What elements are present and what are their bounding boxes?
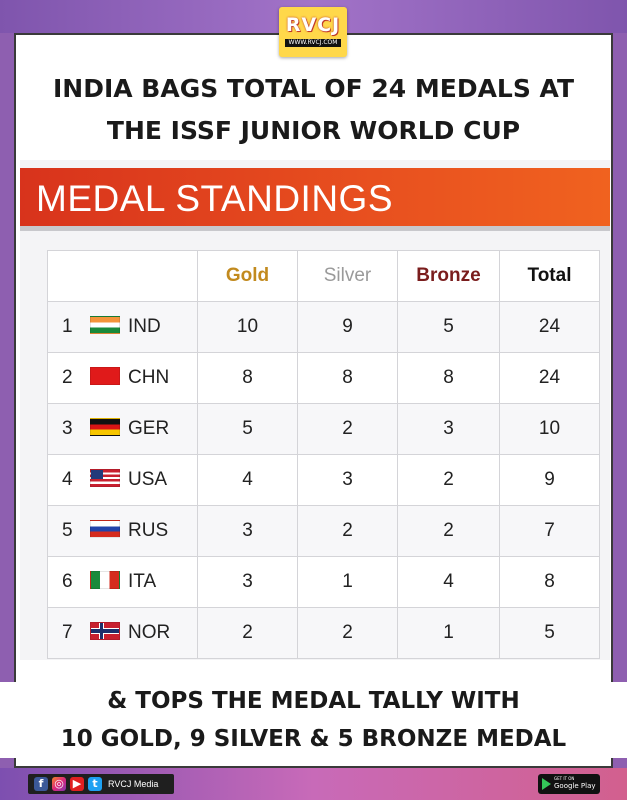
- logo-website: WWW.RVCJ.COM: [285, 39, 341, 47]
- india-flag-icon: [90, 316, 120, 334]
- country-cell: 2 CHN: [47, 352, 198, 404]
- rvcj-logo[interactable]: RVCJ WWW.RVCJ.COM: [279, 7, 347, 57]
- header-total: Total: [499, 250, 600, 302]
- bottom-bar: f ◎ ▶ t RVCJ Media GET IT ON Google Play: [0, 768, 627, 800]
- medal-standings-banner: MEDAL STANDINGS: [20, 168, 610, 226]
- total-count: 24: [499, 301, 600, 353]
- country-code: IND: [128, 315, 161, 337]
- country-code: USA: [128, 468, 168, 490]
- silver-count: 2: [297, 607, 398, 659]
- silver-count: 9: [297, 301, 398, 353]
- country-cell: 5 RUS: [47, 505, 198, 557]
- total-count: 5: [499, 607, 600, 659]
- country-cell: 4 USA: [47, 454, 198, 506]
- table-row: 7 NOR 2 2 1 5: [47, 607, 600, 659]
- country-cell: 3 GER: [47, 403, 198, 455]
- bronze-count: 2: [397, 505, 500, 557]
- footer-line-1: & TOPS THE MEDAL TALLY WITH: [107, 688, 520, 714]
- header-country: [47, 250, 198, 302]
- twitter-icon[interactable]: t: [88, 777, 102, 791]
- country-code: NOR: [128, 621, 171, 643]
- medal-table: Gold Silver Bronze Total 1 IND 10 9 5 24 …: [47, 250, 600, 659]
- header-silver: Silver: [297, 250, 398, 302]
- bronze-count: 3: [397, 403, 500, 455]
- table-row: 1 IND 10 9 5 24: [47, 301, 600, 353]
- rank: 2: [62, 367, 73, 388]
- banner-title: MEDAL STANDINGS: [36, 178, 393, 219]
- header-gold: Gold: [197, 250, 298, 302]
- headline: INDIA BAGS TOTAL OF 24 MEDALS AT THE ISS…: [0, 68, 627, 152]
- germany-flag-icon: [90, 418, 120, 436]
- country-code: RUS: [128, 519, 169, 541]
- silver-count: 2: [297, 505, 398, 557]
- silver-count: 3: [297, 454, 398, 506]
- china-flag-icon: [90, 367, 120, 385]
- country-code: ITA: [128, 570, 157, 592]
- youtube-icon[interactable]: ▶: [70, 777, 84, 791]
- gold-count: 2: [197, 607, 298, 659]
- silver-count: 8: [297, 352, 398, 404]
- gold-count: 8: [197, 352, 298, 404]
- headline-line-1: INDIA BAGS TOTAL OF 24 MEDALS AT: [52, 74, 575, 103]
- headline-line-2: THE ISSF JUNIOR WORLD CUP: [106, 116, 521, 145]
- total-count: 7: [499, 505, 600, 557]
- silver-count: 2: [297, 403, 398, 455]
- bronze-count: 8: [397, 352, 500, 404]
- store-label: Google Play: [554, 782, 596, 790]
- russia-flag-icon: [90, 520, 120, 538]
- total-count: 8: [499, 556, 600, 608]
- country-cell: 6 ITA: [47, 556, 198, 608]
- header-bronze: Bronze: [397, 250, 500, 302]
- table-row: 3 GER 5 2 3 10: [47, 403, 600, 455]
- usa-flag-icon: [90, 469, 120, 487]
- facebook-icon[interactable]: f: [34, 777, 48, 791]
- footer-caption: & TOPS THE MEDAL TALLY WITH 10 GOLD, 9 S…: [0, 682, 627, 758]
- bronze-count: 5: [397, 301, 500, 353]
- rank: 3: [62, 418, 73, 439]
- silver-count: 1: [297, 556, 398, 608]
- total-count: 10: [499, 403, 600, 455]
- total-count: 24: [499, 352, 600, 404]
- gold-count: 4: [197, 454, 298, 506]
- table-row: 6 ITA 3 1 4 8: [47, 556, 600, 608]
- gold-count: 3: [197, 505, 298, 557]
- rank: 6: [62, 571, 73, 592]
- google-play-badge[interactable]: GET IT ON Google Play: [538, 774, 600, 794]
- table-header-row: Gold Silver Bronze Total: [47, 250, 600, 302]
- bronze-count: 4: [397, 556, 500, 608]
- total-count: 9: [499, 454, 600, 506]
- country-code: CHN: [128, 366, 170, 388]
- rank: 1: [62, 316, 73, 337]
- gold-count: 3: [197, 556, 298, 608]
- google-play-icon: [542, 778, 551, 790]
- social-handle: RVCJ Media: [108, 779, 159, 789]
- social-links[interactable]: f ◎ ▶ t RVCJ Media: [28, 774, 174, 794]
- instagram-icon[interactable]: ◎: [52, 777, 66, 791]
- country-cell: 1 IND: [47, 301, 198, 353]
- logo-text: RVCJ: [285, 14, 341, 36]
- norway-flag-icon: [90, 622, 120, 640]
- italy-flag-icon: [90, 571, 120, 589]
- footer-line-2: 10 GOLD, 9 SILVER & 5 BRONZE MEDAL: [60, 726, 567, 752]
- rank: 5: [62, 520, 73, 541]
- gold-count: 10: [197, 301, 298, 353]
- store-top-text: GET IT ON: [554, 776, 575, 781]
- gold-count: 5: [197, 403, 298, 455]
- bronze-count: 1: [397, 607, 500, 659]
- rank: 4: [62, 469, 73, 490]
- country-cell: 7 NOR: [47, 607, 198, 659]
- table-row: 5 RUS 3 2 2 7: [47, 505, 600, 557]
- table-row: 4 USA 4 3 2 9: [47, 454, 600, 506]
- country-code: GER: [128, 417, 170, 439]
- bronze-count: 2: [397, 454, 500, 506]
- banner-divider: [20, 226, 610, 231]
- table-row: 2 CHN 8 8 8 24: [47, 352, 600, 404]
- rank: 7: [62, 622, 73, 643]
